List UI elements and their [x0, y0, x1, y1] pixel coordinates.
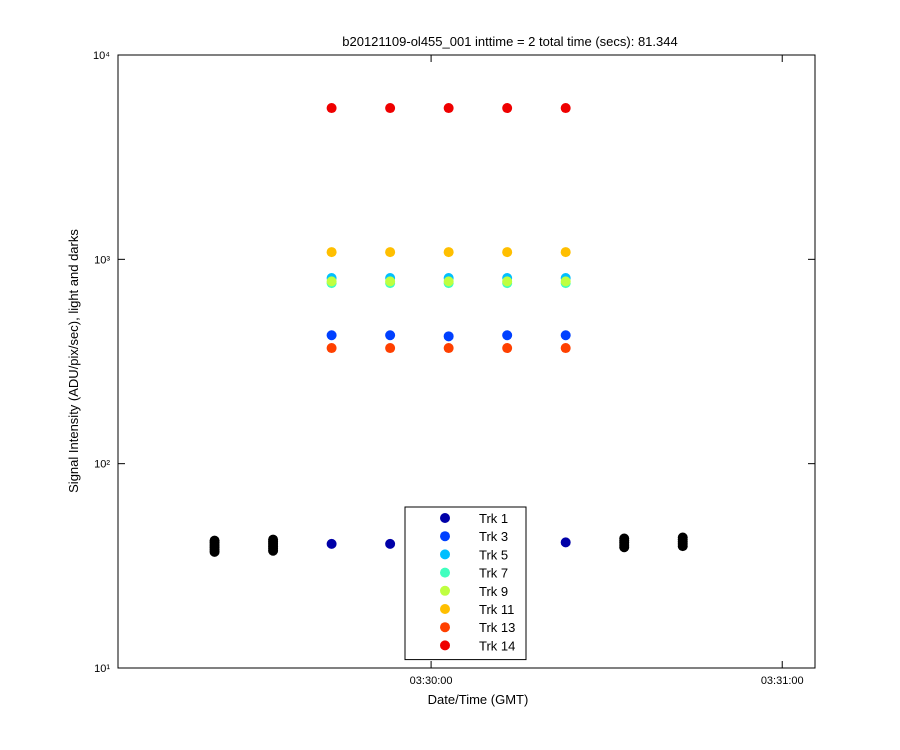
point	[560, 247, 571, 258]
point	[385, 330, 396, 341]
point	[385, 343, 396, 354]
point	[443, 343, 454, 354]
point	[326, 247, 337, 258]
point	[502, 103, 513, 114]
point	[326, 330, 337, 341]
legend-label: Trk 11	[479, 602, 514, 617]
point	[502, 276, 513, 287]
point	[443, 276, 454, 287]
point	[326, 103, 337, 114]
point	[677, 532, 688, 543]
legend-label: Trk 13	[479, 620, 515, 635]
point	[209, 535, 220, 546]
point	[619, 533, 630, 544]
y-tick-label: 10¹	[94, 663, 110, 675]
legend-marker	[440, 549, 450, 560]
point	[385, 103, 396, 114]
point	[560, 330, 571, 341]
x-tick-label: 03:30:00	[410, 675, 453, 687]
y-axis-label: Signal Intensity (ADU/pix/sec), light an…	[66, 229, 81, 493]
chart-title: b20121109-ol455_001 inttime = 2 total ti…	[342, 34, 677, 49]
legend-label: Trk 1	[479, 511, 508, 526]
point	[443, 247, 454, 258]
legend-label: Trk 5	[479, 547, 508, 562]
legend-label: Trk 14	[479, 638, 515, 653]
point	[443, 331, 454, 342]
legend: Trk 1 Trk 3 Trk 5 Trk 7 Trk 9 Trk 11 Trk 13 Trk…	[404, 506, 527, 661]
point	[502, 343, 513, 354]
point	[502, 330, 513, 341]
point	[560, 276, 571, 287]
legend-label: Trk 7	[479, 566, 508, 581]
x-tick-label: 03:31:00	[761, 675, 804, 687]
y-tick-label: 10⁴	[93, 50, 110, 62]
legend-marker	[440, 622, 450, 633]
legend-label: Trk 3	[479, 529, 508, 544]
legend-marker	[440, 604, 450, 614]
point	[560, 343, 571, 354]
y-tick-label: 10²	[94, 459, 110, 471]
legend-marker	[440, 585, 450, 596]
point	[502, 247, 513, 258]
point	[326, 276, 337, 287]
legend-box	[404, 506, 527, 661]
point	[326, 538, 337, 549]
legend-marker	[440, 640, 450, 651]
legend-label: Trk 9	[479, 584, 508, 599]
legend-marker	[440, 513, 450, 523]
y-tick-label: 10³	[94, 254, 110, 266]
legend-marker	[440, 567, 450, 578]
point	[385, 247, 396, 258]
point	[560, 103, 571, 114]
point	[385, 276, 396, 287]
point	[560, 537, 571, 548]
point	[268, 534, 279, 545]
point	[443, 103, 454, 114]
point	[326, 343, 337, 354]
point	[385, 538, 396, 549]
legend-marker	[440, 531, 450, 542]
x-axis-label: Date/Time (GMT)	[428, 692, 529, 707]
